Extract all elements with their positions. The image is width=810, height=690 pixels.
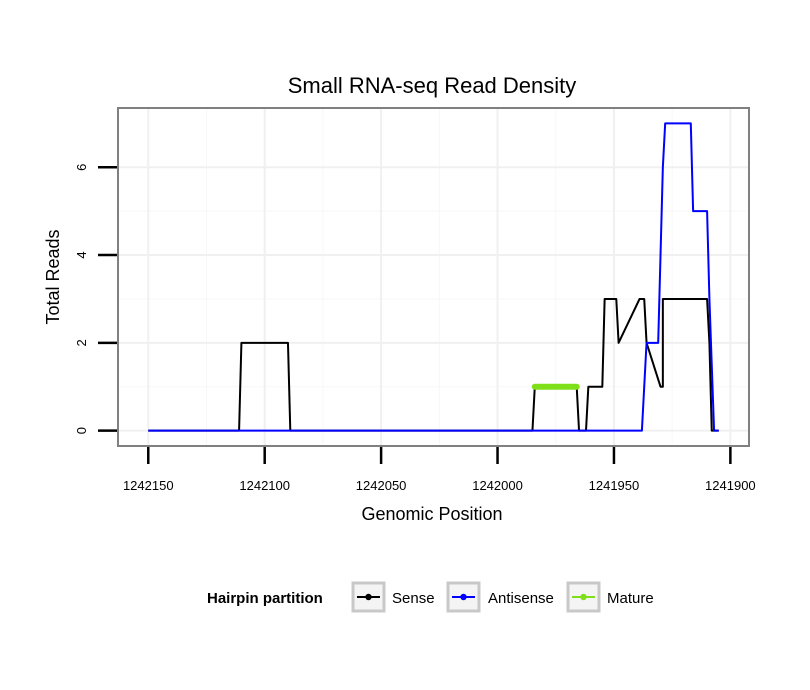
y-tick-label: 6 xyxy=(74,164,89,171)
x-axis-label: Genomic Position xyxy=(361,504,502,524)
legend-label-mature: Mature xyxy=(607,590,654,607)
axis-layer: 1242150 1242100 1242050 1242000 1241950 12419… xyxy=(74,164,756,493)
x-tick-label: 1241950 xyxy=(589,478,640,493)
legend-item-sense: Sense xyxy=(351,581,435,613)
y-tick-label: 0 xyxy=(74,427,89,434)
legend-item-antisense: Antisense xyxy=(446,581,554,613)
plot-background xyxy=(118,108,749,446)
series-line-antisense xyxy=(148,122,719,432)
x-tick-label: 1242100 xyxy=(239,478,290,493)
legend-point-antisense xyxy=(460,593,467,601)
grid-layer xyxy=(118,108,749,446)
legend-label-sense: Sense xyxy=(392,590,435,607)
legend-item-mature: Mature xyxy=(566,581,654,613)
x-tick-label: 1242050 xyxy=(356,478,407,493)
x-tick-label: 1241900 xyxy=(705,478,756,493)
plot-border xyxy=(117,107,750,447)
y-tick-label: 2 xyxy=(74,339,89,346)
y-axis-label: Total Reads xyxy=(43,229,63,324)
legend-point-mature xyxy=(580,593,587,601)
x-tick-label: 1242150 xyxy=(123,478,174,493)
legend-label-antisense: Antisense xyxy=(488,590,554,607)
y-tick-label: 4 xyxy=(74,251,89,258)
legend-title: Hairpin partition xyxy=(207,590,323,607)
legend: Hairpin partition Sense Antisense Mature xyxy=(207,581,654,613)
legend-point-sense xyxy=(365,593,372,601)
x-tick-label: 1242000 xyxy=(472,478,523,493)
chart-title: Small RNA-seq Read Density xyxy=(288,73,577,98)
series-layer xyxy=(148,122,719,432)
